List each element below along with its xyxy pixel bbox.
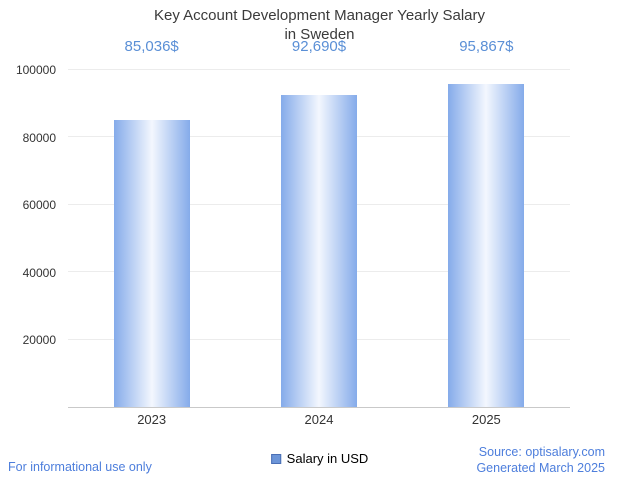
y-axis-tick-label: 40000 — [22, 265, 56, 280]
bar-2023 — [113, 120, 190, 407]
bar-value-label: 95,867$ — [459, 38, 514, 55]
bar-value-label: 85,036$ — [124, 38, 179, 55]
bar-2024 — [281, 94, 357, 407]
x-axis: 2023 2024 2025 — [68, 412, 570, 432]
bar-value-label: 92,690$ — [291, 38, 347, 55]
source-text: Source: optisalary.com — [478, 444, 605, 459]
x-axis-tick-label: 2025 — [471, 412, 501, 427]
chart-title-line2: in Sweden — [284, 25, 355, 43]
gridline — [68, 69, 570, 70]
footer-right: Source: optisalary.com Generated March 2… — [476, 444, 605, 477]
legend: Salary in USD — [270, 451, 369, 466]
chart-title: Key Account Development Manager Yearly S… — [0, 7, 639, 45]
y-axis: 20000 40000 60000 80000 100000 — [0, 63, 62, 408]
y-axis-tick-label: 60000 — [22, 198, 56, 213]
x-axis-tick-label: 2024 — [304, 412, 334, 427]
generated-text: Generated March 2025 — [476, 460, 605, 475]
legend-label: Salary in USD — [286, 451, 369, 466]
bar-2025 — [448, 83, 525, 407]
plot-area: 85,036$ 92,690$ 95,867$ — [68, 38, 570, 408]
legend-swatch-icon — [270, 453, 281, 464]
chart-title-line1: Key Account Development Manager Yearly S… — [153, 7, 486, 24]
x-axis-tick-label: 2023 — [137, 412, 167, 427]
y-axis-tick-label: 80000 — [22, 130, 56, 145]
y-axis-tick-label: 100000 — [15, 63, 56, 77]
y-axis-tick-label: 20000 — [22, 333, 56, 348]
disclaimer-text: For informational use only — [8, 460, 152, 474]
